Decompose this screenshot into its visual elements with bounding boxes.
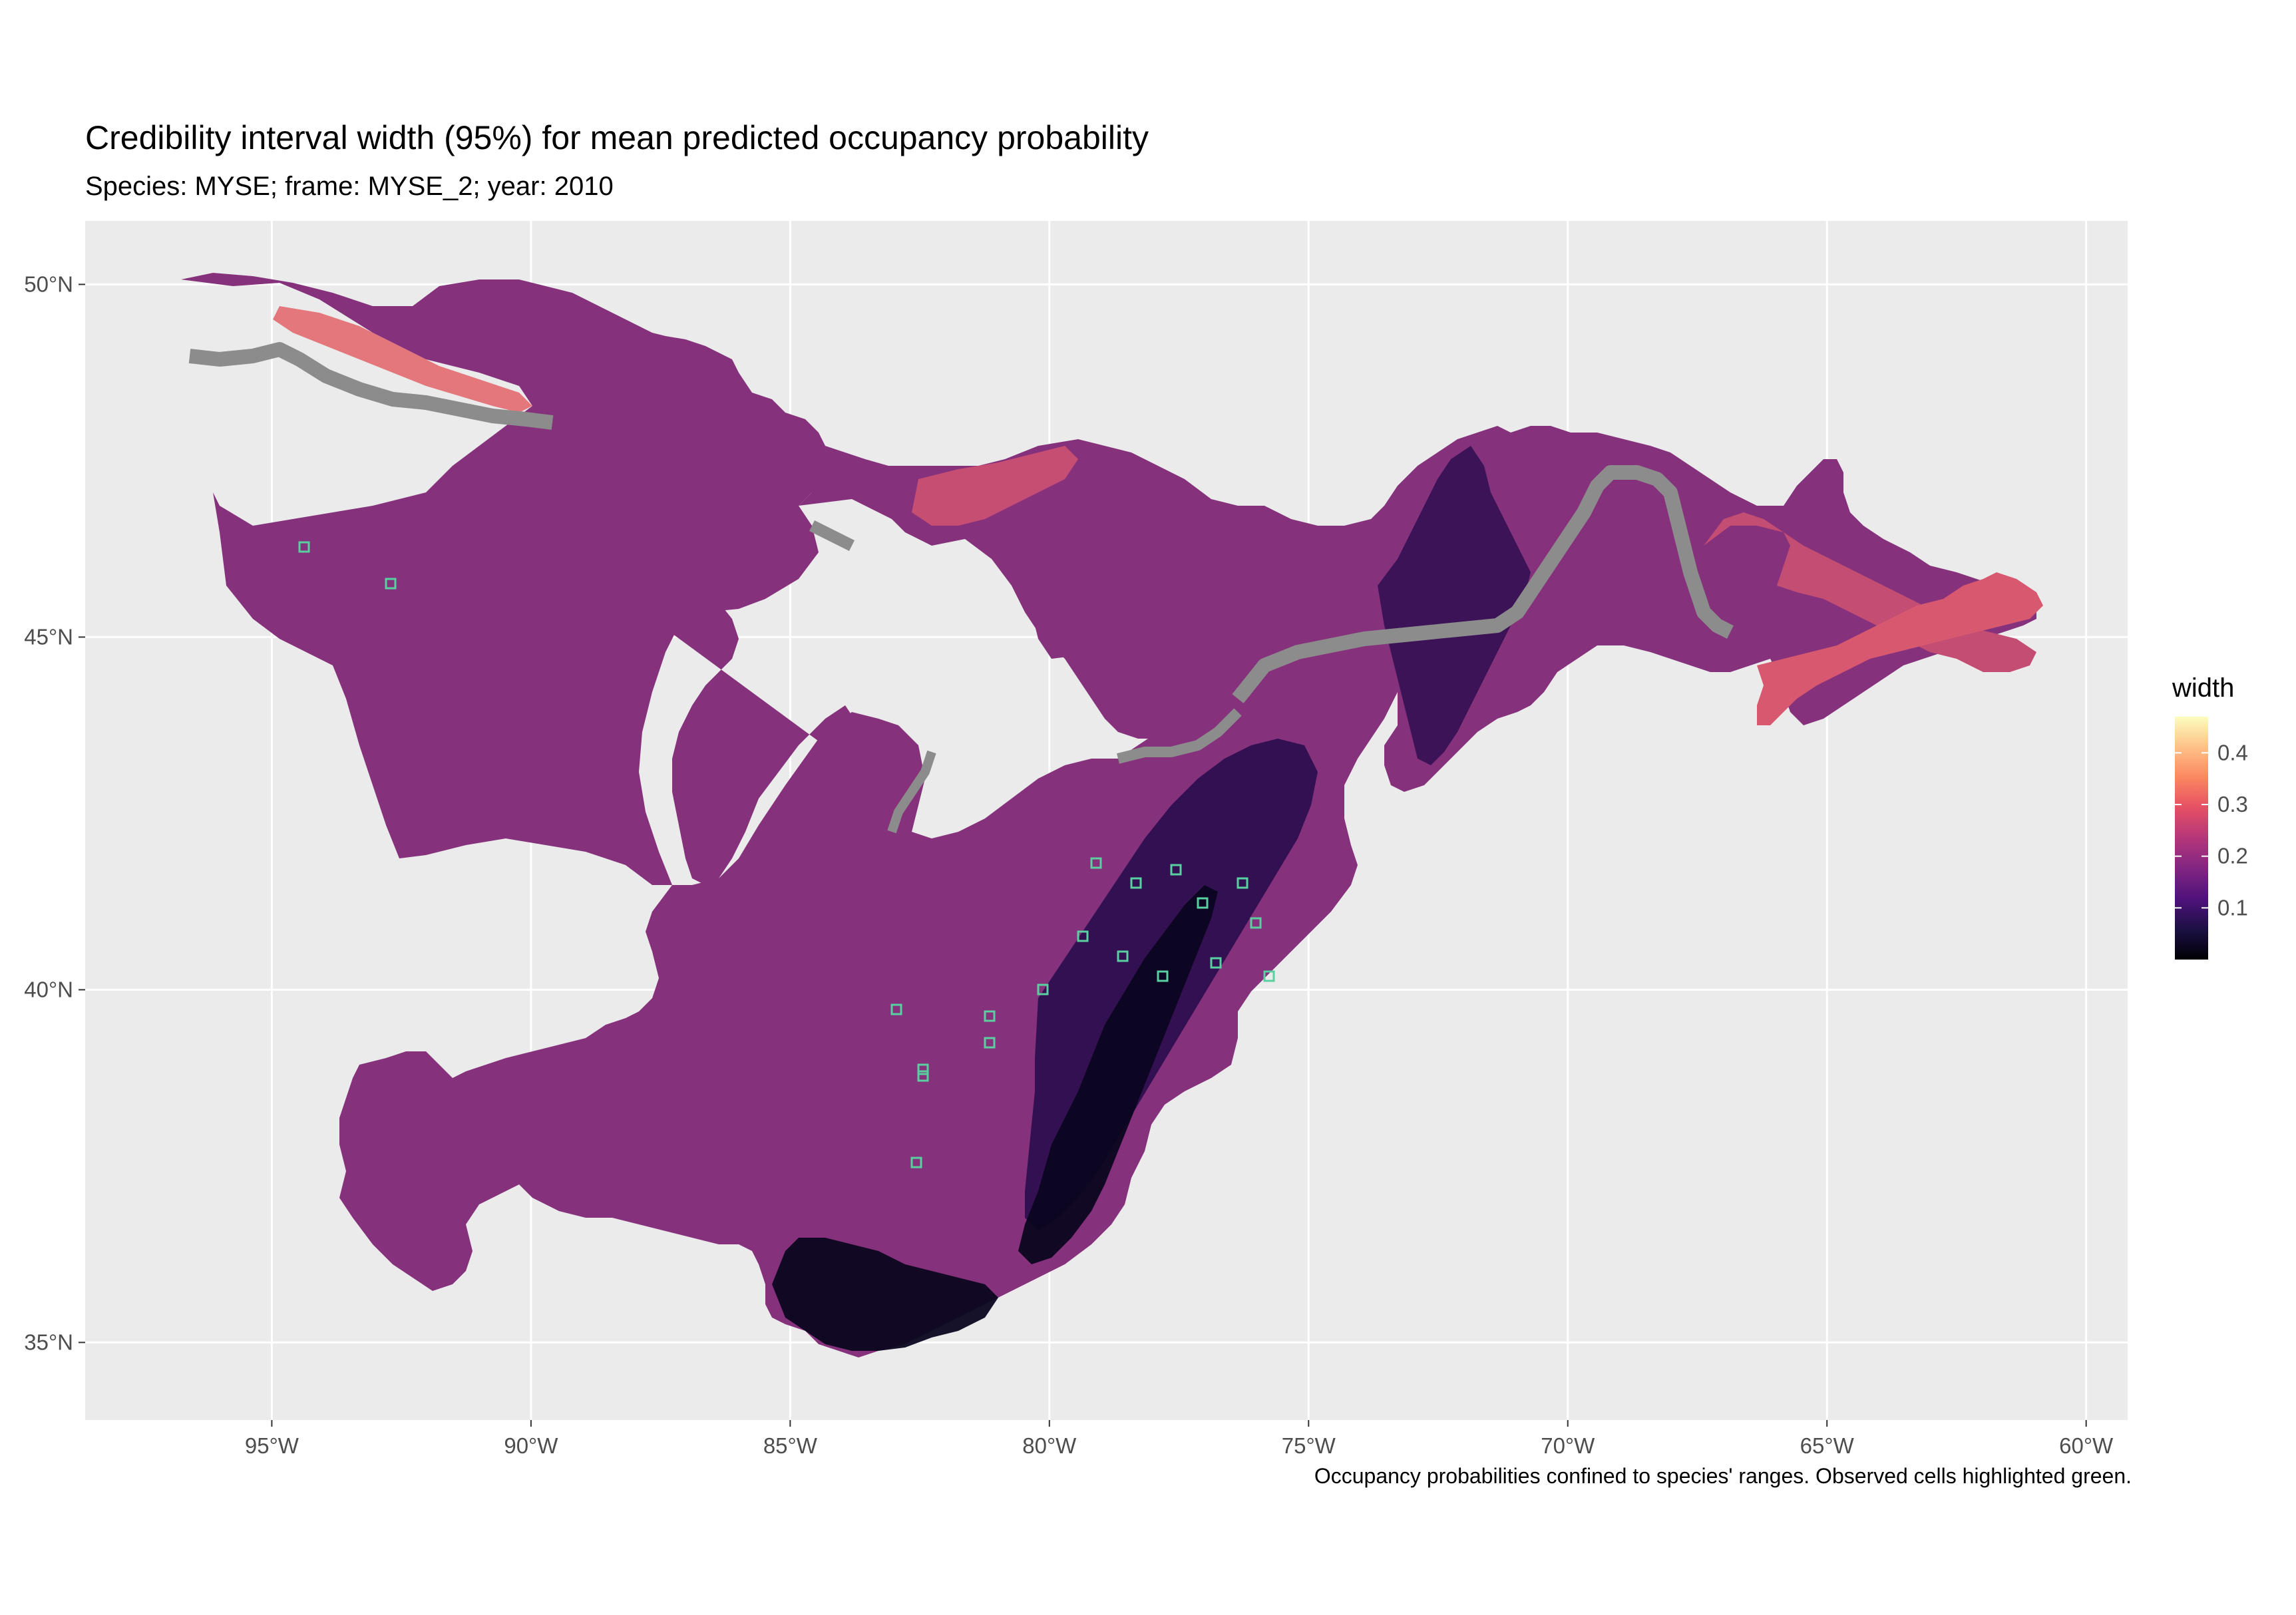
grey-masked-lake-channel bbox=[1117, 708, 1242, 764]
latitude-tick-label: 45°N bbox=[24, 624, 73, 649]
grey-masked-river-east bbox=[1232, 465, 1734, 703]
observed-cell bbox=[1170, 864, 1182, 876]
observed-cell bbox=[1210, 957, 1222, 969]
longitude-tick-label: 75°W bbox=[1282, 1433, 1336, 1458]
observed-cell bbox=[1090, 857, 1102, 869]
observed-cell bbox=[1263, 970, 1275, 982]
longitude-tick-label: 65°W bbox=[1800, 1433, 1855, 1458]
legend-tick-label: 0.2 bbox=[2217, 844, 2248, 868]
high-width-northern-ontario bbox=[912, 446, 1078, 526]
observed-cell bbox=[1237, 877, 1248, 889]
very-low-width-southern-tip bbox=[772, 1238, 998, 1351]
longitude-tick-label: 85°W bbox=[763, 1433, 818, 1458]
chart-subtitle: Species: MYSE; frame: MYSE_2; year: 2010 bbox=[85, 172, 614, 201]
range-map bbox=[181, 273, 2043, 1357]
latitude-tick-label: 40°N bbox=[24, 977, 73, 1001]
observed-cell bbox=[298, 541, 310, 553]
latitude-tick-label: 35°N bbox=[24, 1330, 73, 1354]
longitude-ticks: 95°W 90°W 85°W 80°W 75°W 70°W 65°W 60°W bbox=[245, 1420, 2114, 1458]
observed-cell bbox=[1077, 930, 1089, 942]
high-width-lake-superior-shore bbox=[273, 306, 532, 413]
observed-cell bbox=[917, 1063, 929, 1075]
observed-cell bbox=[1037, 984, 1049, 995]
observed-cell bbox=[1117, 950, 1129, 962]
range-region-nova-scotia bbox=[1757, 572, 2043, 725]
observed-cell bbox=[984, 1010, 996, 1022]
observed-cell bbox=[1157, 970, 1169, 982]
latitude-tick-label: 50°N bbox=[24, 271, 73, 296]
observed-cell bbox=[385, 578, 397, 590]
latitude-ticks: 50°N 45°N 40°N 35°N bbox=[24, 271, 85, 1354]
longitude-tick-label: 60°W bbox=[2059, 1433, 2114, 1458]
range-region-michigan-north bbox=[652, 599, 918, 885]
grey-masked-st-clair bbox=[887, 750, 936, 834]
legend-tick-label: 0.1 bbox=[2217, 895, 2248, 920]
chart-title: Credibility interval width (95%) for mea… bbox=[85, 119, 1149, 156]
legend-tick-label: 0.4 bbox=[2217, 740, 2248, 765]
chart-caption: Occupancy probabilities confined to spec… bbox=[1314, 1464, 2132, 1488]
observed-cell bbox=[917, 1070, 929, 1082]
observed-cell bbox=[1197, 897, 1209, 909]
longitude-tick-label: 90°W bbox=[504, 1433, 558, 1458]
range-region-southern-block bbox=[339, 659, 1398, 1357]
observed-cell bbox=[1250, 917, 1262, 929]
longitude-tick-label: 95°W bbox=[245, 1433, 299, 1458]
observed-cell bbox=[890, 1003, 902, 1015]
longitude-tick-label: 80°W bbox=[1022, 1433, 1077, 1458]
observed-cell bbox=[1130, 877, 1142, 889]
low-width-st-lawrence-zone bbox=[1378, 446, 1531, 765]
longitude-tick-label: 70°W bbox=[1541, 1433, 1595, 1458]
legend-colorbar bbox=[2175, 717, 2208, 960]
grey-masked-river-west bbox=[188, 342, 554, 430]
observed-cell bbox=[984, 1037, 996, 1049]
legend-ticks: 0.1 0.2 0.3 0.4 bbox=[2175, 740, 2248, 920]
observed-cell bbox=[910, 1157, 922, 1168]
range-region-main bbox=[181, 273, 1118, 885]
legend-tick-label: 0.3 bbox=[2217, 792, 2248, 816]
observed-cells bbox=[298, 541, 1275, 1168]
legend-title: width bbox=[2172, 673, 2235, 703]
grey-masked-mackinac bbox=[809, 520, 855, 552]
